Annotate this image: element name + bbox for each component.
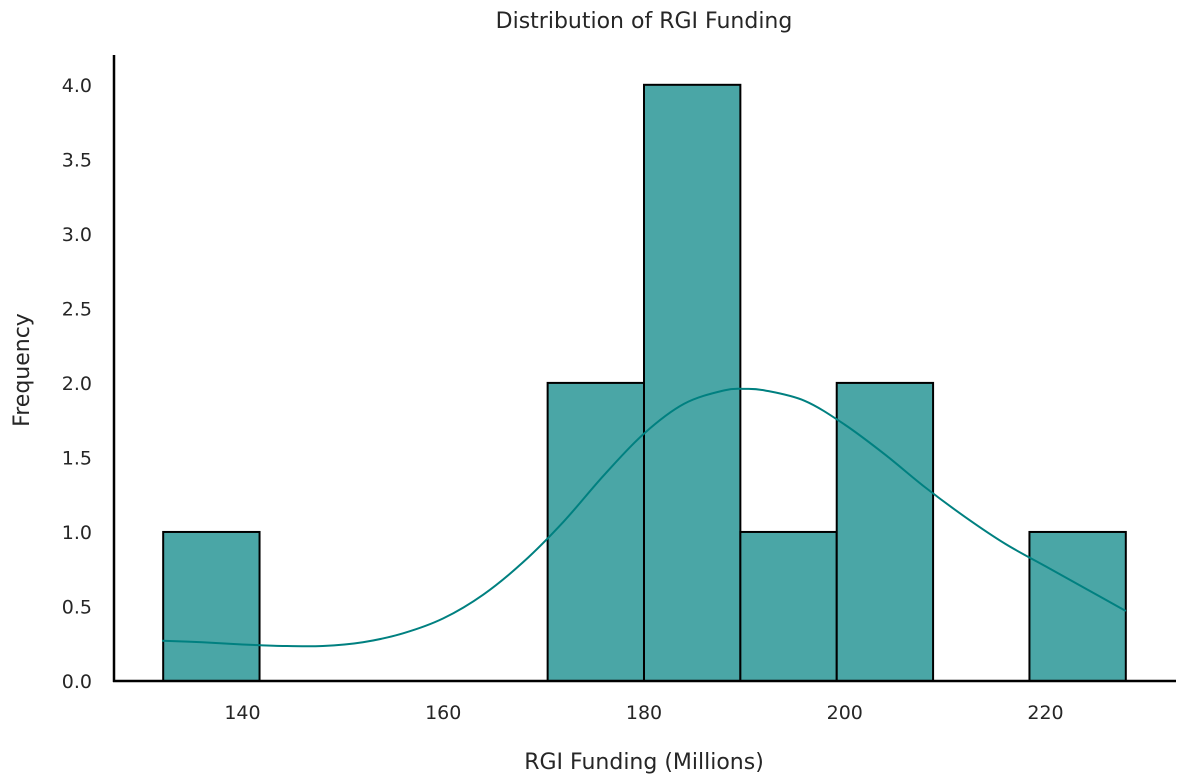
histogram-bar-7 — [835, 381, 935, 682]
y-tick-label: 0.0 — [62, 671, 92, 693]
histogram-bar-5 — [642, 83, 742, 683]
y-tick-label: 3.0 — [62, 224, 92, 246]
y-axis-label: Frequency — [10, 313, 35, 427]
histogram-bar-4 — [546, 381, 645, 682]
y-tick-label: 0.5 — [62, 596, 92, 618]
x-axis-label: RGI Funding (Millions) — [524, 750, 764, 775]
x-tick-label: 200 — [827, 702, 863, 724]
histogram-bar-6 — [739, 530, 838, 683]
kde-layer — [162, 387, 1127, 648]
axes-layer — [112, 55, 1176, 683]
x-tick-label: 180 — [626, 702, 662, 724]
kde-curve — [162, 387, 1127, 648]
x-tick-label: 140 — [224, 702, 260, 724]
y-tick-label: 1.0 — [62, 522, 92, 544]
y-tick-label: 4.0 — [62, 75, 92, 97]
y-tick-label: 1.5 — [62, 447, 92, 469]
histogram-bar-0 — [162, 530, 261, 683]
y-tick-label: 2.0 — [62, 373, 92, 395]
x-tick-label: 160 — [425, 702, 461, 724]
y-tick-label: 2.5 — [62, 298, 92, 320]
y-tick-label: 3.5 — [62, 149, 92, 171]
bars-layer — [162, 83, 1127, 683]
x-tick-label: 220 — [1027, 702, 1063, 724]
x-ticks: 140 160 180 200 220 — [224, 702, 1063, 724]
chart-title: Distribution of RGI Funding — [496, 9, 793, 34]
y-ticks: 0.0 0.5 1.0 1.5 2.0 2.5 3.0 3.5 4.0 — [62, 75, 92, 693]
histogram-bar-9 — [1028, 530, 1127, 683]
